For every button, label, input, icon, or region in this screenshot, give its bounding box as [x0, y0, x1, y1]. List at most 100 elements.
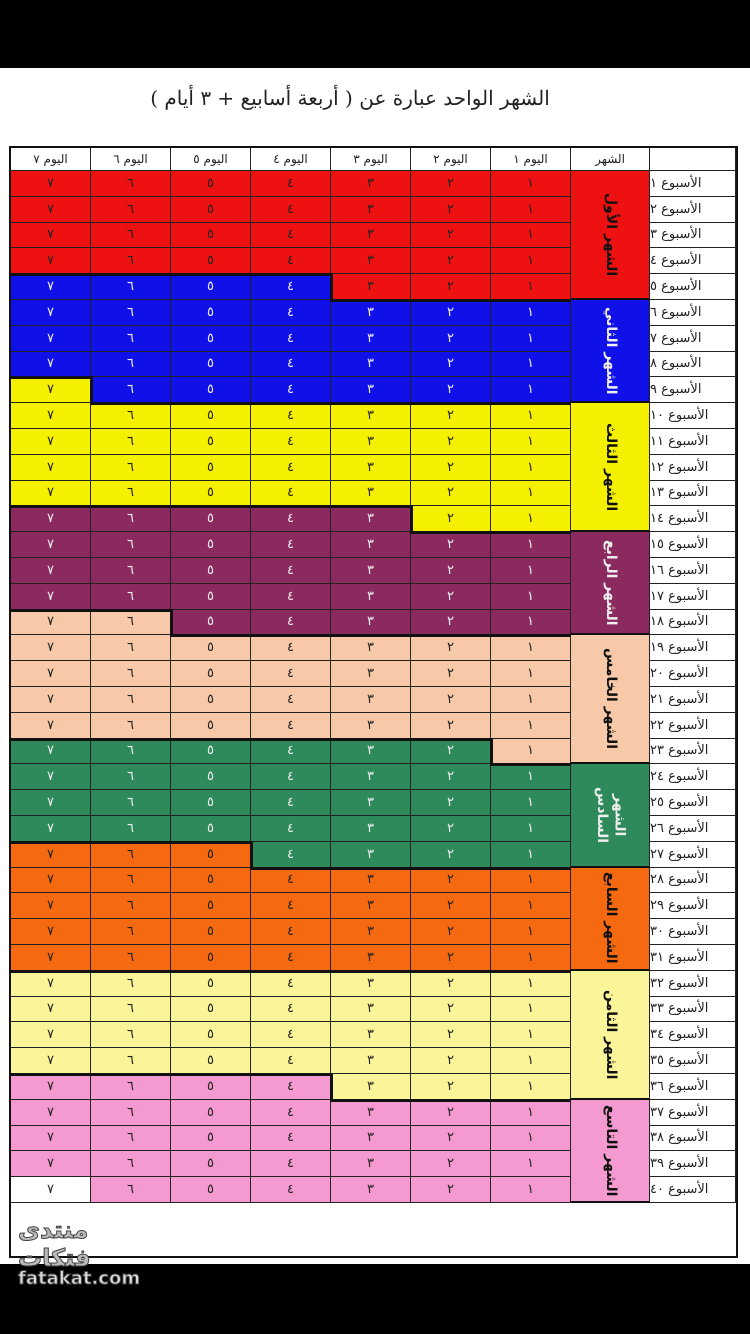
month-label: الشهر الثالث — [571, 403, 650, 533]
week-label: الأسبوع ٢٨ — [650, 867, 736, 894]
month-boundary — [11, 376, 91, 380]
day-cell: ٢ — [411, 712, 491, 739]
header-day-1: اليوم ١ — [491, 148, 571, 171]
week-label: الأسبوع ٧ — [650, 325, 736, 352]
day-cell: ١ — [491, 867, 571, 894]
day-cell: ٣ — [331, 996, 411, 1023]
day-cell: ٤ — [251, 635, 331, 662]
day-cell: ٦ — [91, 171, 171, 197]
day-cell: ٤ — [251, 867, 331, 894]
day-cell: ٤ — [251, 661, 331, 687]
week-label: الأسبوع ٣ — [650, 222, 736, 249]
week-label: الأسبوع ١٤ — [650, 506, 736, 533]
day-cell: ٤ — [251, 506, 331, 533]
day-cell: ٤ — [251, 945, 331, 971]
day-cell: ١ — [491, 635, 571, 662]
day-cell: ١ — [491, 1099, 571, 1126]
day-cell: ٧ — [11, 377, 91, 404]
month-boundary — [490, 737, 493, 766]
day-cell: ١ — [491, 996, 571, 1023]
day-cell: ٣ — [331, 609, 411, 636]
month-label: الشهر الثاني — [571, 300, 650, 404]
day-cell: ٧ — [11, 532, 91, 558]
day-cell: ٥ — [171, 687, 251, 713]
day-cell: ٦ — [91, 816, 171, 842]
day-cell: ٥ — [171, 738, 251, 765]
day-cell: ٣ — [331, 480, 411, 507]
day-cell: ٢ — [411, 609, 491, 636]
week-label: الأسبوع ١٧ — [650, 583, 736, 610]
month-label: الشهر السابع — [571, 867, 650, 971]
day-cell: ٤ — [251, 687, 331, 713]
day-cell: ١ — [491, 1048, 571, 1074]
week-label: الأسبوع ٣٢ — [650, 970, 736, 997]
day-cell: ٧ — [11, 1151, 91, 1178]
month-boundary — [170, 608, 173, 637]
day-cell: ٣ — [331, 1177, 411, 1203]
week-label: الأسبوع ١ — [650, 171, 736, 197]
week-label: الأسبوع ١٥ — [650, 532, 736, 558]
day-cell: ١ — [491, 377, 571, 404]
month-label: الشهر الأول — [571, 171, 650, 300]
day-cell: ٣ — [331, 403, 411, 429]
week-label: الأسبوع ٣٨ — [650, 1125, 736, 1152]
day-cell: ٢ — [411, 635, 491, 662]
day-cell: ١ — [491, 661, 571, 687]
day-cell: ٥ — [171, 532, 251, 558]
day-cell: ٤ — [251, 893, 331, 920]
day-cell: ٥ — [171, 377, 251, 404]
day-cell: ٤ — [251, 764, 331, 791]
page-title: الشهر الواحد عبارة عن ( أربعة أسابيع + ٣… — [150, 86, 550, 110]
month-boundary — [330, 299, 571, 302]
day-cell: ٢ — [411, 325, 491, 352]
week-label: الأسبوع ٢٦ — [650, 816, 736, 842]
day-cell: ٦ — [91, 196, 171, 223]
day-cell: ٧ — [11, 1099, 91, 1126]
day-cell: ١ — [491, 403, 571, 429]
day-cell: ٧ — [11, 687, 91, 713]
day-cell: ٤ — [251, 1099, 331, 1126]
day-cell: ٧ — [11, 996, 91, 1023]
header-day-2: اليوم ٢ — [411, 148, 491, 171]
day-cell: ٦ — [91, 764, 171, 791]
day-cell: ٧ — [11, 454, 91, 481]
day-cell: ٣ — [331, 867, 411, 894]
day-cell: ٢ — [411, 816, 491, 842]
day-cell: ٤ — [251, 300, 331, 326]
day-cell: ٢ — [411, 248, 491, 275]
month-boundary — [330, 1098, 571, 1102]
month-boundary — [11, 608, 171, 612]
day-cell: ٦ — [91, 403, 171, 429]
day-cell: ٦ — [91, 609, 171, 636]
day-cell: ٢ — [411, 790, 491, 816]
day-cell: ٥ — [171, 816, 251, 842]
day-cell: ٦ — [91, 841, 171, 868]
day-cell: ٦ — [91, 325, 171, 352]
day-cell: ٦ — [91, 1048, 171, 1074]
week-label: الأسبوع ٢١ — [650, 687, 736, 713]
day-cell: ١ — [491, 558, 571, 584]
month-label: الشهر الثامن — [571, 970, 650, 1100]
day-cell: ٧ — [11, 712, 91, 739]
day-cell: ٢ — [411, 274, 491, 300]
day-cell: ٥ — [171, 583, 251, 610]
day-cell: ٢ — [411, 945, 491, 971]
day-cell: ١ — [491, 480, 571, 507]
day-cell: ١ — [491, 738, 571, 765]
day-cell: ٣ — [331, 764, 411, 791]
day-cell: ٦ — [91, 919, 171, 945]
day-cell: ٤ — [251, 609, 331, 636]
day-cell: ٥ — [171, 480, 251, 507]
day-cell: ٧ — [11, 480, 91, 507]
day-cell: ٢ — [411, 583, 491, 610]
day-cell: ٧ — [11, 1048, 91, 1074]
week-label: الأسبوع ١٠ — [650, 403, 736, 429]
day-cell: ٧ — [11, 738, 91, 765]
month-boundary — [250, 866, 571, 870]
day-cell: ٧ — [11, 970, 91, 997]
table-grid: اليوم ١ اليوم ٢ اليوم ٣ اليوم ٤ اليوم ٥ اليوم… — [9, 146, 738, 1258]
week-label: الأسبوع ٢٩ — [650, 893, 736, 920]
month-label: الشهر التاسع — [571, 1099, 650, 1203]
header-day-3: اليوم ٣ — [331, 148, 411, 171]
day-cell: ١ — [491, 1177, 571, 1203]
